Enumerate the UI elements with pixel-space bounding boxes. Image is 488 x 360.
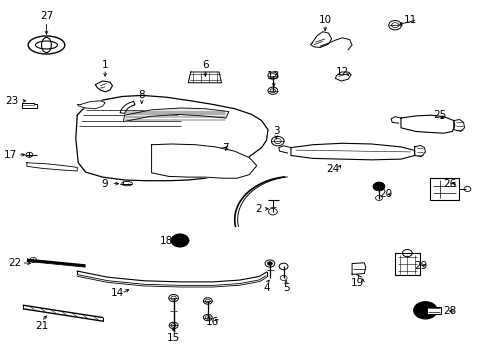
Circle shape bbox=[421, 307, 428, 313]
Text: 17: 17 bbox=[4, 150, 18, 160]
Text: 27: 27 bbox=[40, 11, 53, 21]
Polygon shape bbox=[76, 95, 267, 181]
Text: 16: 16 bbox=[205, 317, 219, 327]
Polygon shape bbox=[414, 145, 425, 157]
Text: 3: 3 bbox=[272, 126, 279, 136]
Text: 20: 20 bbox=[379, 189, 392, 199]
Polygon shape bbox=[310, 32, 331, 48]
Polygon shape bbox=[453, 120, 464, 131]
Polygon shape bbox=[123, 108, 228, 122]
Text: 22: 22 bbox=[8, 258, 21, 268]
Text: 4: 4 bbox=[263, 283, 269, 293]
Text: 6: 6 bbox=[202, 60, 208, 70]
Text: 23: 23 bbox=[5, 96, 19, 106]
Polygon shape bbox=[188, 72, 221, 83]
Text: 11: 11 bbox=[403, 15, 417, 25]
Polygon shape bbox=[335, 72, 350, 81]
Polygon shape bbox=[400, 115, 454, 133]
Text: 1: 1 bbox=[102, 60, 108, 70]
Bar bbox=[429, 178, 458, 200]
Bar bbox=[427, 307, 440, 314]
Bar bbox=[394, 253, 419, 275]
Polygon shape bbox=[351, 263, 365, 274]
Circle shape bbox=[171, 234, 188, 247]
Text: 19: 19 bbox=[349, 278, 363, 288]
Text: 2: 2 bbox=[254, 204, 261, 214]
Circle shape bbox=[372, 182, 384, 191]
Text: 26: 26 bbox=[442, 179, 456, 189]
Text: 28: 28 bbox=[442, 306, 456, 316]
Polygon shape bbox=[27, 163, 77, 171]
Text: 24: 24 bbox=[325, 164, 339, 174]
Text: 9: 9 bbox=[102, 179, 108, 189]
Text: 7: 7 bbox=[221, 143, 228, 153]
Text: 14: 14 bbox=[110, 288, 124, 298]
Text: 21: 21 bbox=[35, 321, 48, 331]
Polygon shape bbox=[120, 102, 135, 113]
Text: 18: 18 bbox=[159, 236, 173, 246]
Circle shape bbox=[267, 262, 272, 265]
Text: 15: 15 bbox=[166, 333, 180, 343]
Text: 8: 8 bbox=[138, 90, 145, 100]
Text: 25: 25 bbox=[432, 110, 446, 120]
Polygon shape bbox=[77, 271, 266, 286]
Text: 5: 5 bbox=[282, 283, 289, 293]
Polygon shape bbox=[23, 305, 102, 321]
Text: 12: 12 bbox=[335, 67, 348, 77]
Circle shape bbox=[413, 302, 436, 319]
Text: 10: 10 bbox=[318, 15, 331, 25]
Polygon shape bbox=[95, 81, 112, 92]
Polygon shape bbox=[22, 103, 37, 108]
Polygon shape bbox=[151, 144, 256, 178]
Text: 29: 29 bbox=[413, 261, 427, 271]
Polygon shape bbox=[290, 143, 414, 160]
Text: 13: 13 bbox=[266, 71, 280, 81]
Polygon shape bbox=[77, 101, 105, 109]
